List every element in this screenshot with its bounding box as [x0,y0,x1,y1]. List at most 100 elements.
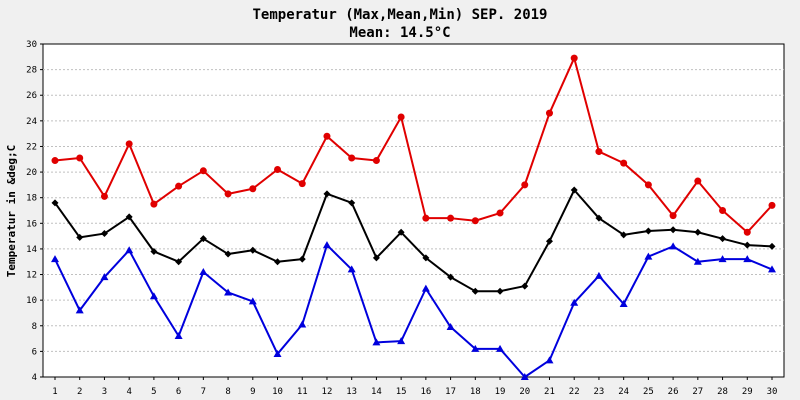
point-min [322,241,331,249]
point-max [694,177,702,185]
x-tick-label: 18 [470,387,481,397]
point-min [496,344,505,352]
x-tick-label: 23 [594,387,605,397]
point-mean [422,254,430,262]
x-tick-label: 1 [52,387,57,397]
point-max [51,157,59,165]
plot-area [42,43,785,378]
point-mean [397,228,405,236]
point-max [298,180,306,188]
x-axis-ticks: 1 2 3 4 5 6 7 8 9 10 11 12 13 14 15 16 17 18 19 20 21 22 23 24 2… [52,377,777,397]
point-min [273,349,282,357]
point-mean [323,190,331,198]
x-tick-label: 25 [643,387,654,397]
x-tick-label: 26 [668,387,679,397]
x-tick-label: 4 [126,387,131,397]
x-tick-label: 5 [151,387,156,397]
point-max [100,192,108,200]
x-tick-label: 11 [297,387,308,397]
point-min [248,297,257,305]
point-min [619,299,628,307]
x-tick-label: 10 [272,387,283,397]
point-max [323,132,331,140]
point-max [422,214,430,222]
point-min [743,255,752,263]
point-max [175,182,183,190]
point-max [471,217,479,225]
x-tick-label: 30 [767,387,778,397]
point-mean [644,227,652,235]
y-tick-label: 18 [26,194,37,204]
series-min [51,241,776,380]
point-max [348,154,356,162]
y-tick-label: 12 [26,271,37,281]
point-max [397,113,405,121]
point-max [496,209,504,217]
x-tick-label: 6 [176,387,181,397]
y-axis-ticks: 4 6 8 10 12 14 16 18 20 22 24 26 28 30 [26,40,43,383]
x-tick-label: 17 [445,387,456,397]
point-mean [348,199,356,207]
point-mean [51,199,59,207]
point-max [719,207,727,214]
grid-lines [43,69,784,352]
series-group [51,54,776,380]
point-mean [570,186,578,194]
point-max [224,190,232,198]
point-mean [298,255,306,263]
point-max [372,157,380,165]
x-tick-label: 13 [346,387,357,397]
x-tick-label: 2 [77,387,82,397]
x-tick-label: 14 [371,387,382,397]
x-tick-label: 12 [322,387,333,397]
point-mean [76,233,84,241]
x-tick-label: 9 [250,387,255,397]
point-max [199,167,207,175]
y-tick-label: 6 [32,347,37,357]
y-tick-label: 10 [26,296,37,306]
y-tick-label: 22 [26,142,37,152]
y-axis-label: Temperatur in &deg;C [5,145,18,277]
point-mean [447,273,455,281]
point-min [421,284,430,292]
point-max [76,154,84,162]
series-line-min [54,244,773,378]
point-max [150,200,158,208]
point-min [768,265,776,273]
point-mean [372,254,380,262]
point-mean [768,242,776,250]
y-tick-label: 24 [26,117,37,127]
y-tick-label: 20 [26,168,37,178]
point-min [693,257,702,265]
y-tick-label: 30 [26,40,37,50]
point-min [669,242,678,250]
x-tick-label: 8 [225,387,230,397]
x-tick-label: 21 [544,387,555,397]
point-max [274,166,282,174]
point-max [125,140,133,148]
point-min [372,338,381,346]
point-min [51,255,59,263]
point-mean [694,228,702,236]
series-line-max [54,57,773,234]
point-min [471,344,480,352]
point-max [768,201,776,209]
point-mean [719,235,727,243]
point-min [149,292,158,300]
x-tick-label: 19 [495,387,506,397]
point-min [570,298,579,306]
point-min [520,373,529,380]
point-mean [669,226,677,234]
x-tick-label: 22 [569,387,580,397]
x-tick-label: 15 [396,387,407,397]
x-tick-label: 16 [420,387,431,397]
point-mean [545,237,553,245]
x-tick-label: 24 [618,387,629,397]
point-mean [150,247,158,255]
point-min [298,320,307,328]
x-tick-label: 27 [692,387,703,397]
point-max [669,212,677,220]
point-min [100,273,109,281]
point-mean [521,282,529,290]
